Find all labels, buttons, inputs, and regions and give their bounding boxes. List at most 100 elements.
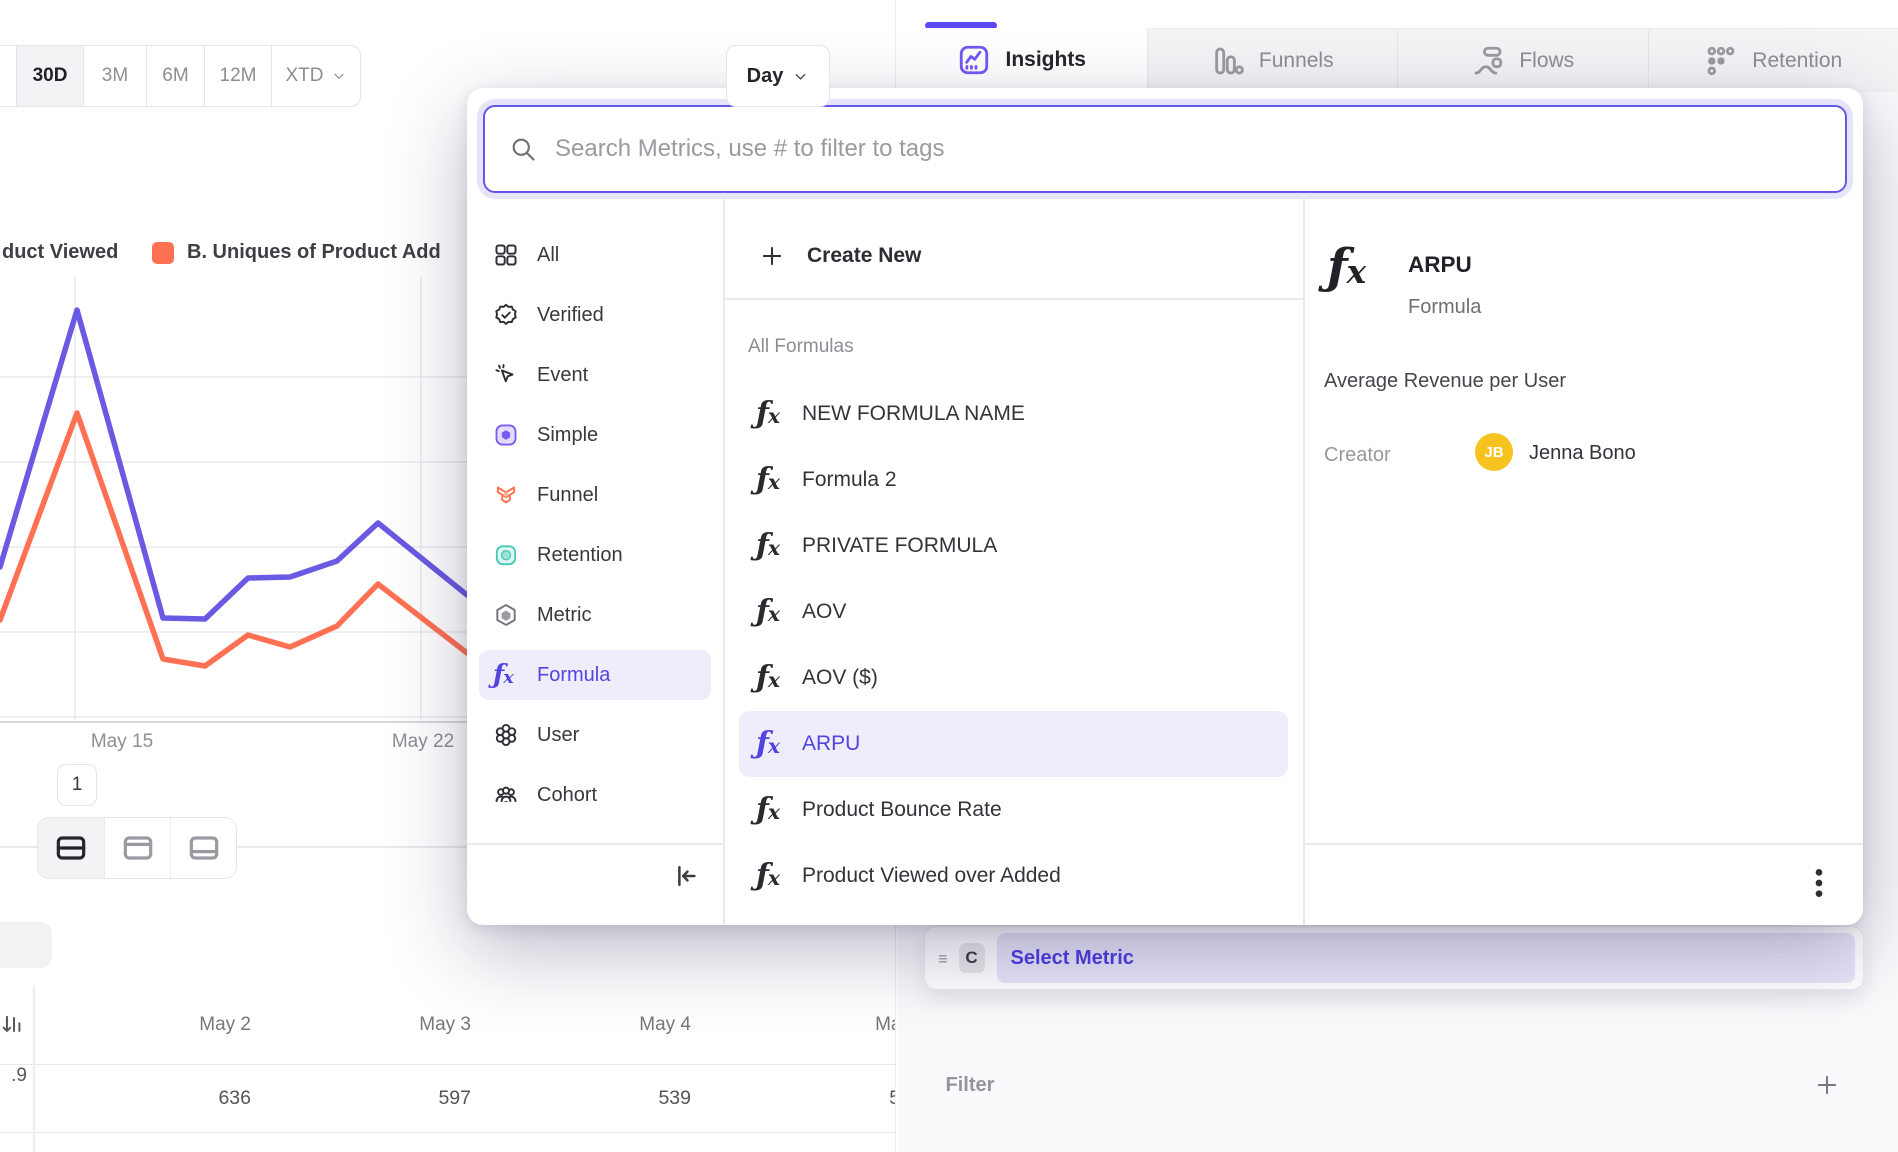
layout-split-button[interactable] <box>38 818 104 878</box>
category-label: Funnel <box>537 483 599 506</box>
tab-retention[interactable]: Retention <box>1647 29 1898 92</box>
collapse-sidebar-button[interactable] <box>670 861 700 891</box>
formula-label: NEW FORMULA NAME <box>802 402 1025 425</box>
metric-hexagon-icon <box>493 602 519 628</box>
formula-label: Formula 2 <box>802 468 897 491</box>
create-new-label: Create New <box>807 244 922 267</box>
layout-top-panel-button[interactable] <box>104 818 170 878</box>
list-section-header: All Formulas <box>748 336 854 357</box>
metric-search <box>483 105 1847 193</box>
formula-item-aov[interactable]: ƒx AOV <box>739 579 1288 645</box>
formula-item-private-formula[interactable]: ƒx PRIVATE FORMULA <box>739 513 1288 579</box>
category-sidebar: All Verified Event Simple Funnel Retention Met… <box>467 230 723 830</box>
table-header-cell: May 3 <box>419 1013 471 1035</box>
category-verified[interactable]: Verified <box>479 290 711 340</box>
category-metric[interactable]: Metric <box>479 590 711 640</box>
formula-item-product-bounce-rate[interactable]: ƒx Product Bounce Rate <box>739 777 1288 843</box>
add-filter-button[interactable] <box>1814 1072 1840 1098</box>
category-label: Simple <box>537 423 599 446</box>
granularity-button[interactable]: Day <box>726 45 830 107</box>
legend-series-b[interactable]: B. Uniques of Product Add <box>152 241 441 264</box>
filter-label: Filter <box>945 1073 995 1096</box>
time-range-label: 6M <box>162 65 189 86</box>
time-range-12m[interactable]: 12M <box>204 46 271 106</box>
table-value-cell: 597 <box>438 1087 471 1109</box>
x-axis-label: May 22 <box>391 731 455 752</box>
time-range-6m[interactable]: 6M <box>146 46 204 106</box>
clipped-tab-pill[interactable] <box>0 922 52 968</box>
create-new-button[interactable]: Create New <box>759 243 921 269</box>
metric-clause-card: C Select Metric <box>923 926 1864 990</box>
time-range-30d[interactable]: 30D <box>16 46 83 106</box>
tab-label: Funnels <box>1258 48 1334 72</box>
formula-label: PRIVATE FORMULA <box>802 534 998 557</box>
layout-bottom-panel-button[interactable] <box>170 818 236 878</box>
table-value-cell: 636 <box>218 1087 251 1109</box>
table-header-cell: May 2 <box>199 1013 251 1035</box>
time-range-xtd[interactable]: XTD <box>271 46 360 106</box>
formula-list: ƒx NEW FORMULA NAME ƒx Formula 2 ƒx PRIVATE F… <box>724 381 1303 909</box>
category-user[interactable]: User <box>479 710 711 760</box>
user-flower-icon <box>493 722 519 748</box>
category-event[interactable]: Event <box>479 350 711 400</box>
creator-name: Jenna Bono <box>1529 442 1636 464</box>
retention-dots-icon <box>1704 44 1738 78</box>
category-formula[interactable]: ƒx Formula <box>479 650 711 700</box>
formula-fx-icon: ƒx <box>755 858 781 893</box>
formula-item-formula-2[interactable]: ƒx Formula 2 <box>739 447 1288 513</box>
search-input[interactable] <box>555 135 1821 163</box>
more-options-button[interactable] <box>1803 863 1835 903</box>
report-type-tabs: Insights Funnels Flows Retention <box>897 28 1898 92</box>
legend-series-a[interactable]: duct Viewed <box>2 241 119 263</box>
table-header-cell: May 4 <box>639 1013 691 1035</box>
chevron-down-icon <box>792 68 809 85</box>
category-simple[interactable]: Simple <box>479 410 711 460</box>
drag-handle-icon[interactable] <box>935 947 953 969</box>
funnels-bars-icon <box>1211 44 1245 78</box>
category-label: Event <box>537 363 589 386</box>
verified-badge-icon <box>493 302 519 328</box>
table-first-col-value: .9 <box>11 1065 27 1086</box>
insights-chart-icon <box>957 43 991 77</box>
formula-fx-icon: ƒx <box>755 594 781 629</box>
time-range-control: 30D 3M 6M 12M XTD <box>0 45 361 107</box>
detail-title: ARPU <box>1408 252 1472 277</box>
table-header-cell: May <box>875 1013 895 1035</box>
tab-funnels[interactable]: Funnels <box>1146 29 1398 92</box>
table-corner-cell[interactable] <box>0 985 33 1064</box>
avatar: JB <box>1475 433 1513 471</box>
category-funnel[interactable]: Funnel <box>479 470 711 520</box>
section-divider <box>0 846 895 848</box>
formula-item-arpu[interactable]: ƒx ARPU <box>739 711 1288 777</box>
time-range-partial-button[interactable] <box>0 46 16 106</box>
formula-item-aov-[interactable]: ƒx AOV ($) <box>739 645 1288 711</box>
detail-type: Formula <box>1408 296 1482 318</box>
formula-fx-icon: ƒx <box>755 726 781 761</box>
split-horizontal-icon <box>52 832 90 864</box>
tab-label: Flows <box>1519 48 1575 72</box>
formula-item-product-viewed-over-added[interactable]: ƒx Product Viewed over Added <box>739 843 1288 909</box>
pagination-page-button[interactable]: 1 <box>57 764 97 806</box>
tab-flows[interactable]: Flows <box>1397 29 1648 92</box>
category-label: Retention <box>537 543 623 566</box>
select-metric-button[interactable]: Select Metric <box>996 933 1855 983</box>
category-cohort[interactable]: Cohort <box>479 770 711 820</box>
category-all[interactable]: All <box>479 230 711 280</box>
clause-key-badge[interactable]: C <box>958 943 985 973</box>
flows-icon <box>1471 44 1505 78</box>
formula-label: AOV <box>802 600 847 623</box>
active-tab-indicator <box>925 22 997 29</box>
event-cursor-icon <box>493 362 519 388</box>
time-range-3m[interactable]: 3M <box>83 46 146 106</box>
formula-item-new-formula-name[interactable]: ƒx NEW FORMULA NAME <box>739 381 1288 447</box>
panel-top-icon <box>119 832 157 864</box>
tab-insights[interactable]: Insights <box>897 28 1147 92</box>
time-range-label: 3M <box>101 65 129 86</box>
category-label: User <box>537 723 580 746</box>
category-retention[interactable]: Retention <box>479 530 711 580</box>
cohort-people-icon <box>493 782 519 808</box>
category-label: Formula <box>537 663 611 686</box>
time-range-label: XTD <box>285 65 324 86</box>
detail-footer-divider <box>1303 843 1863 845</box>
chevron-down-icon <box>331 68 347 84</box>
